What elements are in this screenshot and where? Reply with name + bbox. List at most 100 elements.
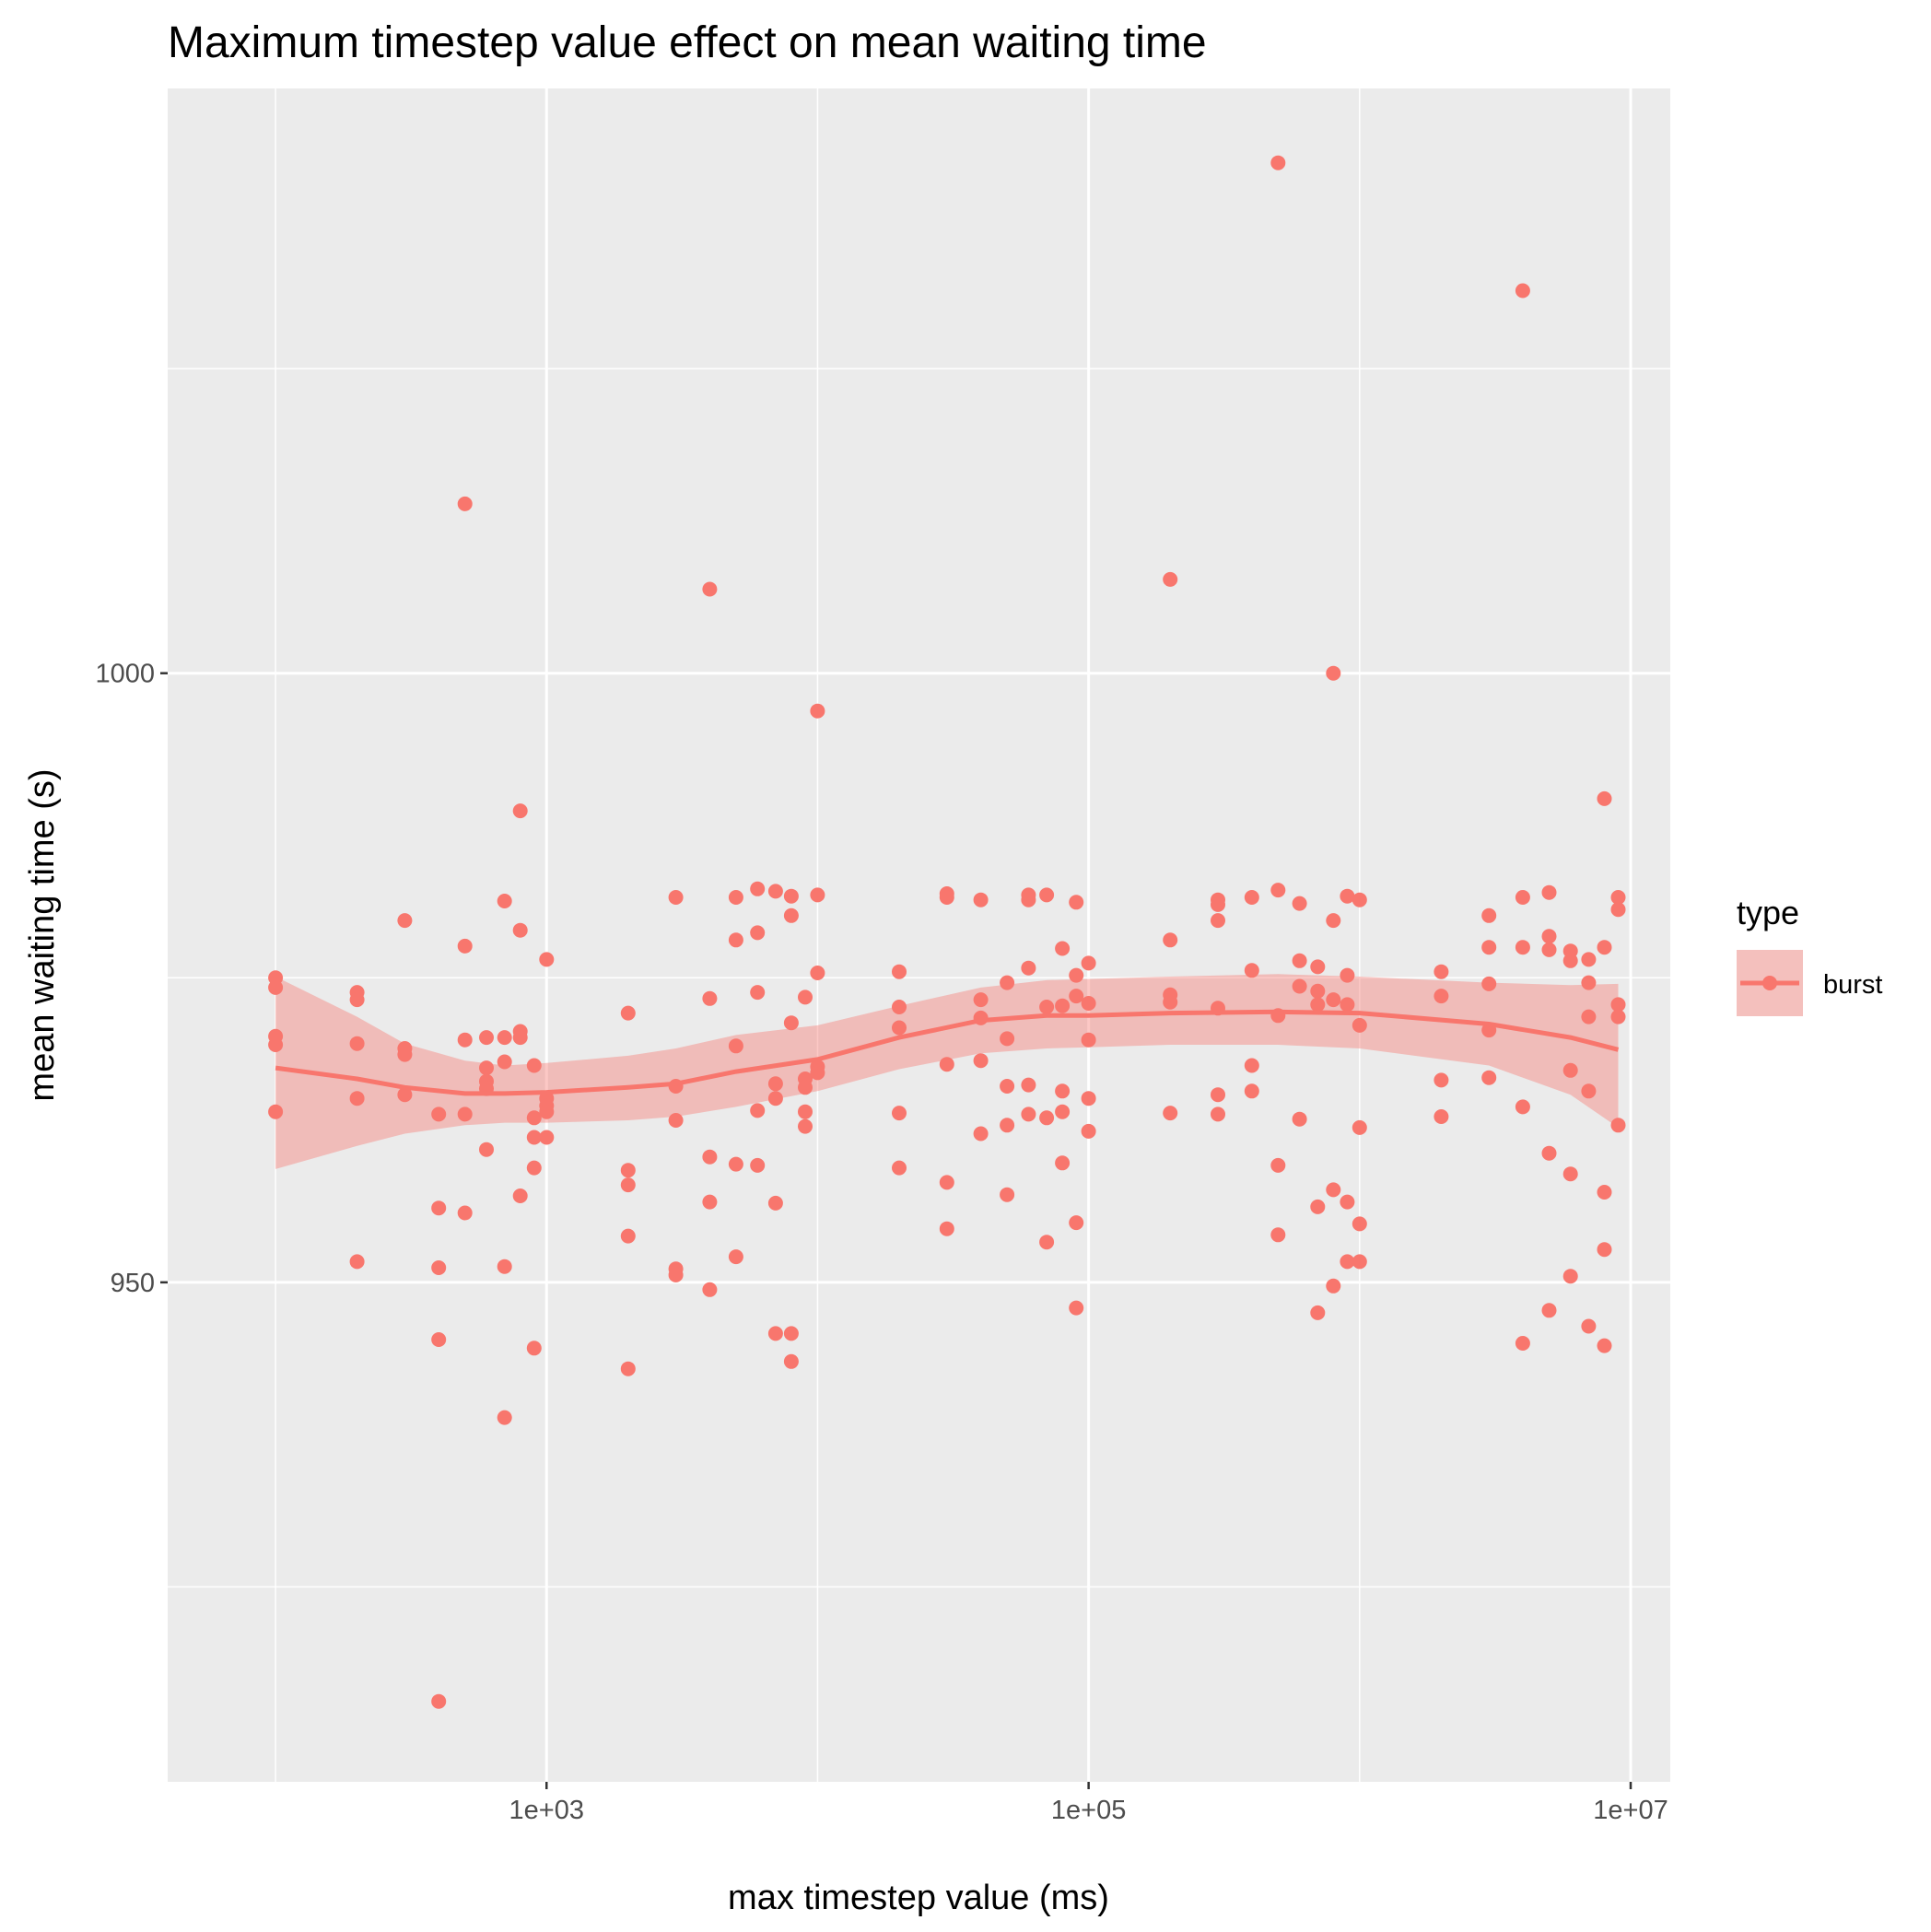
data-point bbox=[526, 1058, 542, 1073]
data-point bbox=[1581, 1009, 1597, 1025]
data-point bbox=[512, 1188, 528, 1203]
data-point bbox=[457, 1205, 473, 1221]
data-point bbox=[1310, 1199, 1326, 1214]
data-point bbox=[1163, 994, 1178, 1010]
data-point bbox=[1597, 790, 1612, 806]
legend: type burst bbox=[1737, 894, 1882, 1016]
data-point bbox=[1434, 1072, 1449, 1088]
data-point bbox=[268, 1037, 284, 1052]
data-point bbox=[1481, 940, 1497, 955]
data-point bbox=[526, 1160, 542, 1176]
data-point bbox=[539, 1130, 555, 1145]
data-point bbox=[728, 1038, 743, 1054]
data-point bbox=[1610, 902, 1626, 918]
data-point bbox=[431, 1200, 447, 1216]
data-point bbox=[457, 938, 473, 954]
data-point bbox=[1541, 884, 1557, 900]
smooth-line-layer bbox=[275, 1009, 1620, 1096]
data-point bbox=[1211, 913, 1225, 929]
data-point bbox=[1326, 1182, 1341, 1198]
plot-panel bbox=[168, 88, 1670, 1782]
data-point bbox=[767, 1076, 783, 1092]
data-point bbox=[973, 992, 989, 1008]
data-point bbox=[1270, 883, 1286, 898]
data-point bbox=[1581, 952, 1597, 967]
x-axis: 1e+03 1e+05 1e+07 bbox=[509, 1782, 1668, 1825]
data-point bbox=[497, 1259, 512, 1274]
data-point bbox=[431, 1693, 447, 1709]
data-point bbox=[1081, 1091, 1096, 1107]
legend-label-burst: burst bbox=[1823, 970, 1882, 1000]
data-point bbox=[1081, 955, 1096, 971]
data-point bbox=[1310, 959, 1326, 975]
data-point bbox=[1352, 1216, 1367, 1232]
data-point bbox=[1581, 1083, 1597, 1099]
data-point bbox=[1244, 1058, 1259, 1073]
data-point bbox=[1244, 890, 1259, 905]
data-point bbox=[668, 890, 684, 905]
data-point bbox=[1021, 1107, 1036, 1122]
data-point bbox=[479, 1142, 494, 1157]
data-point bbox=[702, 581, 718, 597]
data-point bbox=[268, 1104, 284, 1119]
data-point bbox=[939, 1175, 954, 1190]
data-point bbox=[1352, 1254, 1367, 1270]
data-point bbox=[892, 1160, 907, 1176]
legend-title: type bbox=[1737, 894, 1799, 931]
data-point bbox=[702, 990, 718, 1006]
data-point bbox=[1021, 960, 1036, 976]
data-point bbox=[668, 1267, 684, 1282]
data-point bbox=[750, 925, 766, 941]
data-point bbox=[1211, 1107, 1225, 1122]
data-point bbox=[349, 992, 365, 1008]
data-point bbox=[892, 1020, 907, 1036]
data-point bbox=[526, 1110, 542, 1126]
data-point bbox=[1610, 1118, 1626, 1133]
data-point bbox=[1562, 953, 1578, 968]
data-point bbox=[1055, 1083, 1071, 1099]
data-point bbox=[1081, 996, 1096, 1011]
data-point bbox=[1326, 913, 1341, 929]
data-point bbox=[1515, 1336, 1530, 1351]
data-point bbox=[783, 1015, 799, 1031]
data-point bbox=[620, 1163, 636, 1178]
data-point bbox=[798, 989, 813, 1005]
data-point bbox=[1541, 942, 1557, 957]
y-axis-title: mean waiting time (s) bbox=[23, 768, 62, 1101]
data-point bbox=[268, 979, 284, 995]
data-point bbox=[939, 1057, 954, 1072]
data-point bbox=[457, 1107, 473, 1122]
y-axis: 950 1000 bbox=[95, 660, 168, 1298]
data-point bbox=[892, 1106, 907, 1121]
data-point bbox=[728, 932, 743, 948]
data-point bbox=[892, 1000, 907, 1014]
data-point bbox=[810, 1065, 825, 1081]
data-point bbox=[767, 884, 783, 899]
data-point bbox=[397, 1087, 413, 1103]
data-point bbox=[620, 1228, 636, 1244]
data-point bbox=[1434, 964, 1449, 979]
data-point bbox=[620, 1177, 636, 1193]
x-tick-label: 1e+03 bbox=[509, 1796, 584, 1825]
data-point bbox=[497, 1054, 512, 1070]
data-point bbox=[349, 1036, 365, 1051]
data-point bbox=[1581, 975, 1597, 990]
data-point bbox=[1481, 976, 1497, 991]
data-point bbox=[1081, 1123, 1096, 1139]
data-point bbox=[1163, 571, 1178, 587]
data-point bbox=[767, 1195, 783, 1211]
data-point bbox=[668, 1113, 684, 1128]
data-point bbox=[1610, 997, 1626, 1013]
data-point bbox=[798, 1080, 813, 1095]
data-point bbox=[479, 1060, 494, 1076]
data-point bbox=[1515, 940, 1530, 955]
data-point bbox=[810, 887, 825, 903]
data-point bbox=[767, 1326, 783, 1341]
data-point bbox=[1581, 1318, 1597, 1334]
data-point bbox=[750, 985, 766, 1001]
data-point bbox=[1340, 1194, 1355, 1210]
data-point bbox=[539, 1104, 555, 1119]
data-point bbox=[1069, 1300, 1084, 1316]
data-point bbox=[1352, 892, 1367, 907]
data-point bbox=[1326, 665, 1341, 681]
